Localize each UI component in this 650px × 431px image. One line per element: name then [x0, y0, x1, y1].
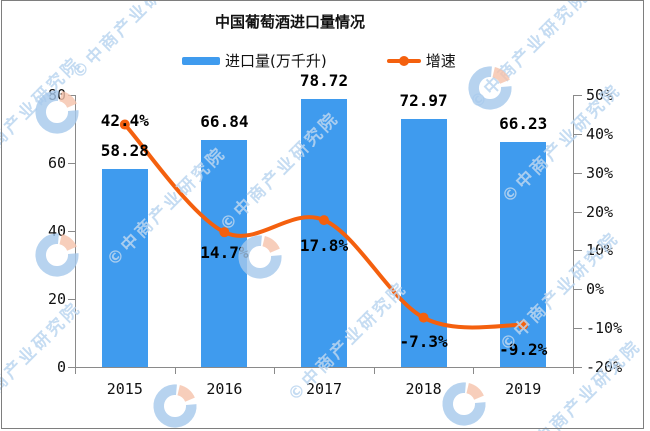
- left-axis-tick: [68, 299, 75, 300]
- left-axis-tick: [68, 367, 75, 368]
- right-axis-tick: [574, 328, 582, 330]
- left-axis-line: [75, 95, 76, 367]
- right-axis-tick-label: -20%: [586, 358, 623, 376]
- askci-logo-icon: [152, 383, 198, 429]
- right-axis-tick-label: -10%: [586, 319, 623, 338]
- left-axis-tick: [68, 163, 75, 164]
- growth-point-label: -7.3%: [399, 331, 448, 351]
- bar: [500, 141, 547, 367]
- left-axis-tick-label: 40: [47, 222, 66, 240]
- x-axis-tick: [174, 368, 176, 374]
- growth-point-label: -9.2%: [499, 340, 548, 360]
- bar: [301, 99, 347, 367]
- legend: 进口量(万千升) 增速: [182, 50, 456, 71]
- legend-item-growth: 增速: [386, 50, 456, 71]
- right-axis-tick: [574, 95, 582, 96]
- bar-value-label: 66.23: [499, 113, 548, 133]
- bar-value-label: 66.84: [200, 111, 249, 131]
- right-axis-tick-label: 20%: [586, 202, 614, 221]
- left-axis-tick-label: 80: [47, 86, 66, 104]
- x-axis-label: 2019: [505, 380, 542, 398]
- right-axis-tick: [574, 367, 582, 368]
- chart-title: 中国葡萄酒进口量情况: [214, 13, 365, 31]
- right-axis-tick: [574, 133, 582, 135]
- x-axis-tick: [573, 368, 574, 374]
- right-axis-tick-label: 10%: [586, 241, 614, 260]
- growth-point-label: 17.8%: [299, 236, 349, 256]
- x-axis-tick: [274, 368, 276, 374]
- legend-item-import: 进口量(万千升): [182, 50, 327, 71]
- right-axis-tick: [574, 211, 582, 213]
- x-axis-label: 2016: [206, 380, 243, 398]
- bar-value-label: 78.72: [299, 71, 349, 91]
- legend-import-label: 进口量(万千升): [225, 52, 327, 70]
- left-axis-tick: [68, 231, 75, 232]
- x-axis-tick: [473, 368, 475, 374]
- right-axis-tick-label: 0%: [586, 280, 605, 299]
- right-axis-tick: [574, 250, 582, 252]
- right-axis-tick: [574, 289, 582, 291]
- growth-point-label: 42.4%: [100, 110, 149, 130]
- line-series-marker-icon: [386, 55, 421, 66]
- x-axis-label: 2018: [405, 380, 442, 398]
- right-axis-tick: [574, 172, 582, 174]
- left-axis-tick-label: 0: [56, 358, 66, 376]
- x-axis-label: 2015: [106, 380, 143, 398]
- x-axis-label: 2017: [305, 380, 343, 398]
- right-axis-line: [573, 95, 574, 367]
- bar: [101, 168, 148, 367]
- legend-growth-label: 增速: [425, 52, 456, 70]
- left-axis-tick-label: 60: [47, 154, 66, 172]
- askci-logo-icon: [467, 65, 513, 111]
- left-axis-tick-label: 20: [47, 290, 66, 308]
- bar-series-swatch-icon: [182, 56, 220, 65]
- watermark-text: ©中商产业研究院: [68, 0, 196, 84]
- right-axis-tick-label: 40%: [586, 124, 614, 143]
- bar-value-label: 72.97: [399, 90, 448, 110]
- growth-point-label: 14.7%: [200, 243, 249, 263]
- x-axis-line: [75, 367, 575, 368]
- x-axis-tick: [75, 368, 76, 374]
- right-axis-tick-label: 30%: [586, 163, 614, 182]
- bar-value-label: 58.28: [100, 140, 149, 160]
- bar: [400, 118, 447, 367]
- left-axis-tick: [68, 95, 75, 96]
- right-axis-tick-label: 50%: [586, 86, 614, 104]
- x-axis-tick: [373, 368, 375, 374]
